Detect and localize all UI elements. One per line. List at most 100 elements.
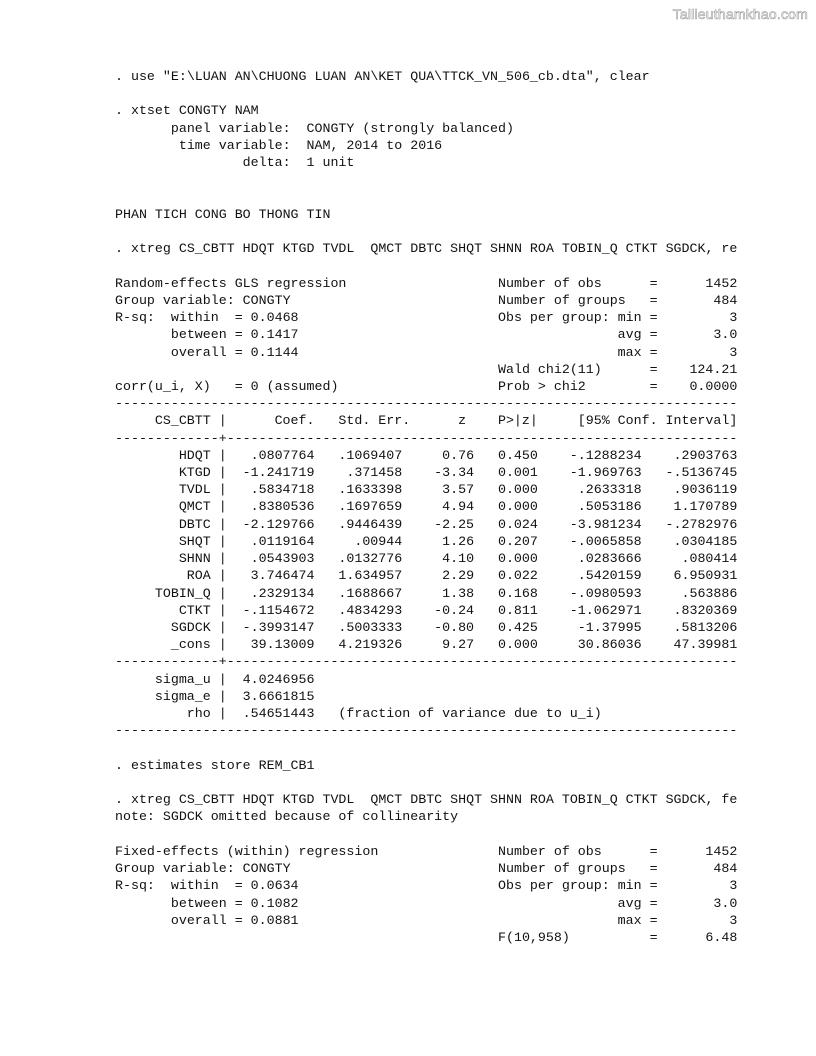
stat-label: Number of groups (498, 292, 626, 308)
stata-output-log: . use "E:\LUAN AN\CHUONG LUAN AN\KET QUA… (115, 68, 737, 946)
column-separator: | (210, 516, 227, 532)
table-cell: 3.57 (442, 482, 475, 498)
stat-value: 124.21 (689, 361, 738, 377)
row-variable: sigma_u (154, 671, 211, 687)
table-cell: .371458 (346, 465, 403, 481)
column-separator: | (210, 671, 227, 687)
table-cell: -1.241719 (242, 465, 315, 481)
command-line: . xtreg CS_CBTT HDQT KTGD TVDL QMCT DBTC… (115, 791, 737, 808)
row-variable: SHQT (178, 533, 211, 549)
row-variable: CTKT (178, 602, 211, 618)
column-separator: | (210, 551, 227, 567)
stat-label: Obs per group: min (498, 310, 642, 326)
table-cell: -.3993147 (242, 620, 315, 635)
table-cell: .0119164 (250, 533, 315, 549)
table-cell: .1633398 (338, 482, 403, 498)
table-cell: -1.062971 (569, 602, 642, 618)
table-row: ROA | 3.746474 1.634957 2.29 0.022 .5420159 6.… (115, 567, 738, 584)
table-cell: -.2782976 (665, 516, 738, 532)
spacer (642, 361, 650, 378)
column-separator: | (210, 568, 227, 584)
row-variable: _cons (170, 637, 211, 653)
note-line: note: SGDCK omitted because of collinear… (115, 808, 737, 825)
table-cell: -3.981234 (569, 516, 642, 532)
table-cell: .9036119 (673, 482, 738, 498)
equals-sign: = (649, 929, 658, 945)
table-cell: .1069407 (338, 447, 403, 463)
equals-sign: = (649, 310, 658, 326)
equals-sign: = (649, 378, 658, 394)
column-header: CS_CBTT (154, 413, 211, 429)
stat-value: 3.0 (713, 327, 738, 343)
table-cell: 0.207 (497, 533, 538, 549)
table-cell: .0543903 (250, 551, 315, 567)
spacer (642, 378, 650, 395)
row-variable: rho (186, 706, 211, 722)
section-title-text: PHAN TICH CONG BO THONG TIN (115, 206, 331, 222)
stat-left: R-sq: within = 0.0634 (115, 878, 299, 894)
table-cell: .5813206 (673, 620, 738, 635)
row-variable: HDQT (178, 447, 211, 463)
table-cell: .00944 (354, 533, 403, 549)
table-cell: 0.022 (497, 568, 538, 584)
column-separator: | (210, 620, 227, 635)
stat-row: Wald chi2(11) = 124.21 (115, 361, 737, 378)
table-cell: 0.425 (497, 620, 538, 635)
spacer (642, 292, 650, 309)
column-separator: | (210, 447, 227, 463)
spacer (642, 912, 650, 929)
table-cell: 2.29 (442, 568, 475, 584)
spacer (642, 843, 650, 860)
table-cell: 30.86036 (577, 637, 642, 653)
stat-left: R-sq: within = 0.0468 (115, 310, 299, 326)
column-header: z (458, 413, 467, 429)
table-cell: .8380536 (250, 499, 315, 515)
row-variable: SHNN (178, 551, 211, 567)
stat-row: Group variable: CONGTY Number of groups =… (115, 860, 737, 877)
stat-label: max (617, 912, 642, 928)
stat-left (115, 361, 498, 378)
stat-row: R-sq: within = 0.0634 Obs per group: min … (115, 877, 737, 894)
blank-line (115, 85, 737, 102)
table-row: SGDCK | -.3993147 .5003333 -0.80 0.425 -1.379… (115, 619, 738, 636)
table-row: QMCT | .8380536 .1697659 4.94 0.000 .5053186 1… (115, 498, 738, 515)
stat-left: overall = 0.0881 (115, 912, 299, 928)
stat-left: overall = 0.1144 (115, 344, 299, 360)
stat-value: 484 (713, 861, 738, 877)
command-line-text: . xtset CONGTY NAM (115, 103, 259, 119)
column-separator: | (210, 688, 227, 704)
xtset-output-text: time variable: NAM, 2014 to 2016 (115, 137, 443, 153)
table-cell: 0.024 (497, 516, 538, 532)
stat-label: max (617, 344, 642, 360)
table-row: sigma_e | 3.6661815 (115, 688, 737, 705)
table-cell: .5003333 (338, 620, 403, 635)
table-cell: -.0065858 (569, 533, 642, 549)
command-line: . xtreg CS_CBTT HDQT KTGD TVDL QMCT DBTC… (115, 240, 737, 257)
table-cell: .5834718 (250, 482, 315, 498)
stat-label: F(10,958) (498, 929, 570, 945)
divider: -------------+--------------------------… (115, 653, 737, 670)
table-row: sigma_u | 4.0246956 (115, 671, 737, 688)
stat-value: 1452 (705, 843, 738, 859)
stat-value: 3.0 (713, 895, 738, 911)
spacer (642, 895, 650, 912)
table-cell: 1.26 (442, 533, 475, 549)
table-row: TVDL | .5834718 .1633398 3.57 0.000 .2633318.… (115, 481, 738, 498)
table-row: KTGD | -1.241719 .371458 -3.34 0.001 -1.96976… (115, 464, 738, 481)
table-cell: .4834293 (338, 602, 403, 618)
stat-row: Group variable: CONGTY Number of groups =… (115, 292, 737, 309)
spacer (642, 929, 650, 946)
table-cell: .8320369 (673, 602, 738, 618)
table-cell: 3.746474 (250, 568, 315, 584)
table-cell: 1.38 (442, 585, 475, 601)
stat-row: Random-effects GLS regression Number of o… (115, 275, 737, 292)
equals-sign: = (649, 895, 658, 911)
stat-left: Group variable: CONGTY (115, 292, 291, 308)
equals-sign: = (649, 878, 658, 894)
table-cell: 1.634957 (338, 568, 403, 584)
command-line: . estimates store REM_CB1 (115, 757, 737, 774)
row-variable: SGDCK (170, 620, 211, 635)
divider: -------------+--------------------------… (115, 430, 737, 447)
row-note: (fraction of variance due to u_i) (314, 706, 602, 722)
table-row: CTKT | -.1154672 .4834293 -0.24 0.811 -1.0629… (115, 602, 738, 619)
